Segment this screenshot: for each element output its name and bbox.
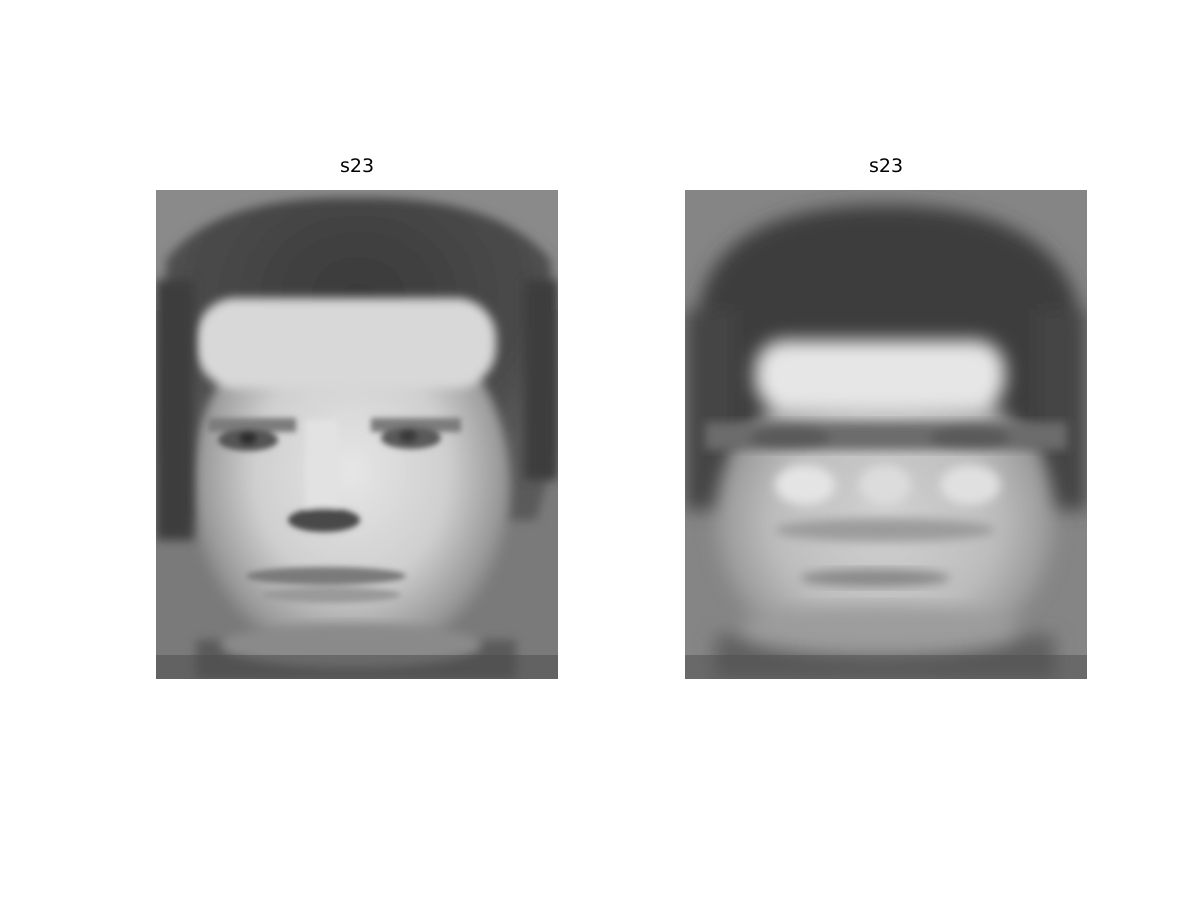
face-image-original (156, 190, 558, 679)
panel-title: s23 (868, 155, 904, 177)
face-image-reconstruction (685, 190, 1087, 679)
panel-title: s23 (339, 155, 375, 177)
